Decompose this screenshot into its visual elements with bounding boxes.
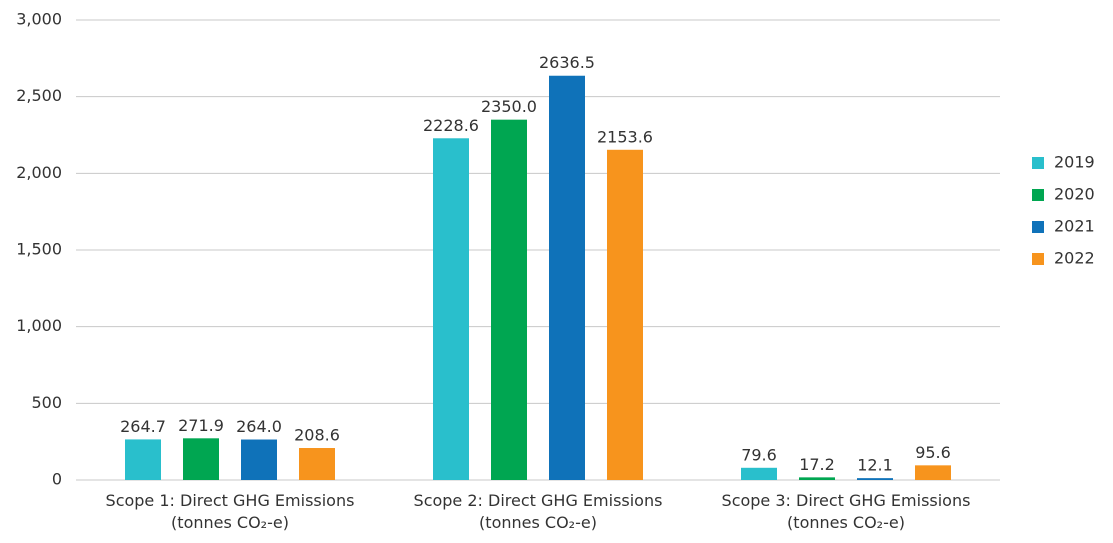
data-label: 2350.0: [481, 97, 537, 116]
y-tick-label: 2,000: [16, 163, 62, 182]
x-tick-label: Scope 3: Direct GHG Emissions (tonnes CO…: [721, 491, 971, 532]
data-label: 17.2: [799, 455, 835, 474]
data-label: 2153.6: [597, 127, 653, 146]
bar: [125, 439, 161, 480]
x-tick-label: Scope 2: Direct GHG Emissions (tonnes CO…: [413, 491, 663, 532]
data-label: 2228.6: [423, 116, 479, 135]
data-label: 271.9: [178, 416, 224, 435]
y-tick-label: 0: [52, 470, 62, 489]
bar: [549, 75, 585, 480]
y-tick-label: 3,000: [16, 10, 62, 29]
bar: [491, 119, 527, 481]
bar: [241, 439, 277, 480]
bar: [299, 448, 335, 480]
legend-label: 2021: [1054, 217, 1095, 236]
y-tick-label: 1,000: [16, 316, 62, 335]
data-label: 95.6: [915, 443, 951, 462]
bar: [183, 438, 219, 480]
data-label: 264.7: [120, 417, 166, 436]
data-label: 79.6: [741, 445, 777, 464]
y-tick-label: 500: [31, 393, 62, 412]
bar: [607, 149, 643, 481]
data-label: 208.6: [294, 426, 340, 445]
bar: [799, 477, 835, 480]
data-label: 12.1: [857, 456, 893, 475]
data-label: 2636.5: [539, 53, 595, 72]
legend-label: 2019: [1054, 153, 1095, 172]
y-tick-label: 1,500: [16, 240, 62, 259]
x-tick-label: Scope 1: Direct GHG Emissions (tonnes CO…: [105, 491, 355, 532]
legend-label: 2022: [1054, 249, 1095, 268]
legend-swatch: [1032, 189, 1044, 201]
data-label: 264.0: [236, 417, 282, 436]
legend-swatch: [1032, 221, 1044, 233]
bar: [857, 478, 893, 480]
bar: [915, 465, 951, 480]
legend-label: 2020: [1054, 185, 1095, 204]
bar: [741, 467, 777, 480]
y-tick-label: 2,500: [16, 86, 62, 105]
legend-swatch: [1032, 253, 1044, 265]
bar: [433, 138, 469, 481]
legend-swatch: [1032, 157, 1044, 169]
